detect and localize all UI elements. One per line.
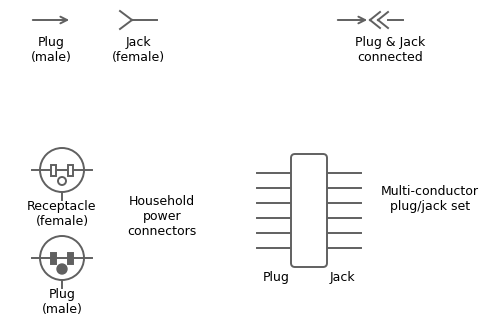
- Circle shape: [58, 177, 66, 185]
- Bar: [68, 253, 73, 263]
- FancyBboxPatch shape: [291, 154, 327, 267]
- Bar: [51, 165, 56, 175]
- Text: Multi-conductor
plug/jack set: Multi-conductor plug/jack set: [381, 185, 479, 213]
- Text: Household
power
connectors: Household power connectors: [127, 195, 197, 238]
- Bar: [51, 253, 56, 263]
- Text: Plug
(male): Plug (male): [31, 36, 71, 64]
- Text: Plug: Plug: [263, 271, 289, 284]
- Text: Plug & Jack
connected: Plug & Jack connected: [355, 36, 425, 64]
- Circle shape: [57, 264, 67, 274]
- Text: Jack
(female): Jack (female): [112, 36, 165, 64]
- Text: Receptacle
(female): Receptacle (female): [27, 200, 97, 228]
- Text: Plug
(male): Plug (male): [41, 288, 82, 316]
- Text: Jack: Jack: [329, 271, 355, 284]
- Bar: [68, 165, 73, 175]
